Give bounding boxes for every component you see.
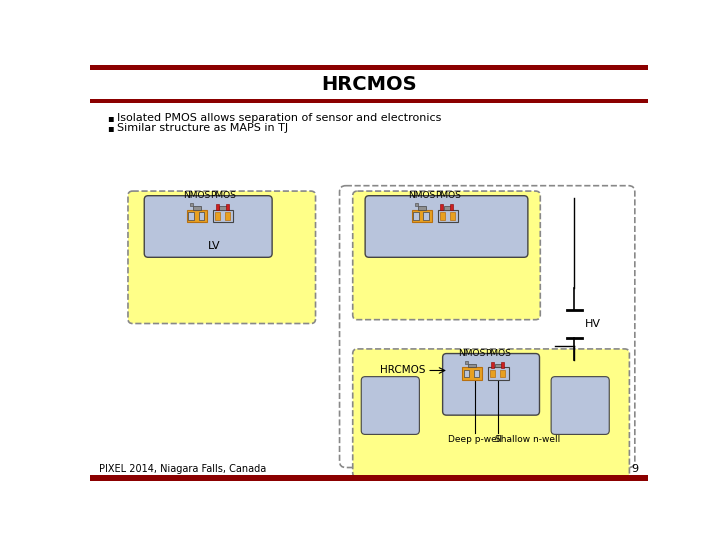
Bar: [418, 206, 426, 210]
Text: PMOS: PMOS: [210, 191, 236, 200]
Bar: [225, 204, 229, 211]
Bar: [438, 210, 458, 222]
Bar: [213, 210, 233, 222]
Bar: [423, 212, 428, 220]
Text: PMOS: PMOS: [485, 349, 511, 358]
Bar: [500, 370, 505, 377]
FancyBboxPatch shape: [144, 195, 272, 257]
Bar: [462, 367, 482, 380]
Bar: [215, 204, 219, 211]
Bar: [412, 210, 432, 222]
Bar: [189, 212, 194, 220]
Bar: [464, 370, 469, 377]
Bar: [190, 204, 193, 206]
Text: Deep p-well: Deep p-well: [448, 435, 502, 444]
Bar: [199, 212, 204, 220]
Bar: [215, 212, 220, 220]
Text: Shallow n-well: Shallow n-well: [495, 435, 560, 444]
Bar: [449, 212, 455, 220]
Bar: [225, 212, 230, 220]
Bar: [500, 362, 504, 368]
Bar: [415, 204, 418, 206]
Text: HRCMOS: HRCMOS: [379, 366, 425, 375]
Text: ▪: ▪: [107, 123, 114, 133]
Bar: [465, 361, 468, 365]
Bar: [468, 363, 476, 367]
Bar: [441, 204, 444, 211]
Text: ▪: ▪: [107, 112, 114, 123]
Bar: [90, 99, 648, 103]
Text: HV: HV: [585, 319, 601, 328]
Text: NMOS: NMOS: [408, 191, 436, 200]
Bar: [451, 204, 454, 211]
Text: PIXEL 2014, Niagara Falls, Canada: PIXEL 2014, Niagara Falls, Canada: [99, 464, 266, 474]
FancyBboxPatch shape: [361, 377, 419, 434]
Bar: [413, 212, 418, 220]
Bar: [193, 206, 201, 210]
FancyBboxPatch shape: [443, 354, 539, 415]
Text: PMOS: PMOS: [435, 191, 461, 200]
Text: Similar structure as MAPS in TJ: Similar structure as MAPS in TJ: [117, 123, 288, 133]
Bar: [187, 210, 207, 222]
Bar: [90, 65, 648, 70]
Bar: [90, 70, 648, 99]
FancyBboxPatch shape: [353, 191, 540, 320]
Bar: [474, 370, 479, 377]
Bar: [495, 363, 503, 367]
Bar: [90, 475, 648, 481]
Text: 9: 9: [631, 464, 639, 474]
Text: NMOS: NMOS: [184, 191, 210, 200]
Text: NMOS: NMOS: [459, 349, 486, 358]
Text: HRCMOS: HRCMOS: [321, 75, 417, 94]
Bar: [488, 367, 508, 380]
Bar: [220, 206, 228, 210]
FancyBboxPatch shape: [353, 349, 629, 477]
FancyBboxPatch shape: [128, 191, 315, 323]
Bar: [444, 206, 452, 210]
FancyBboxPatch shape: [365, 195, 528, 257]
FancyBboxPatch shape: [551, 377, 609, 434]
Text: Isolated PMOS allows separation of sensor and electronics: Isolated PMOS allows separation of senso…: [117, 112, 441, 123]
Bar: [439, 212, 445, 220]
Bar: [490, 362, 494, 368]
Bar: [490, 370, 495, 377]
Text: LV: LV: [207, 241, 220, 251]
